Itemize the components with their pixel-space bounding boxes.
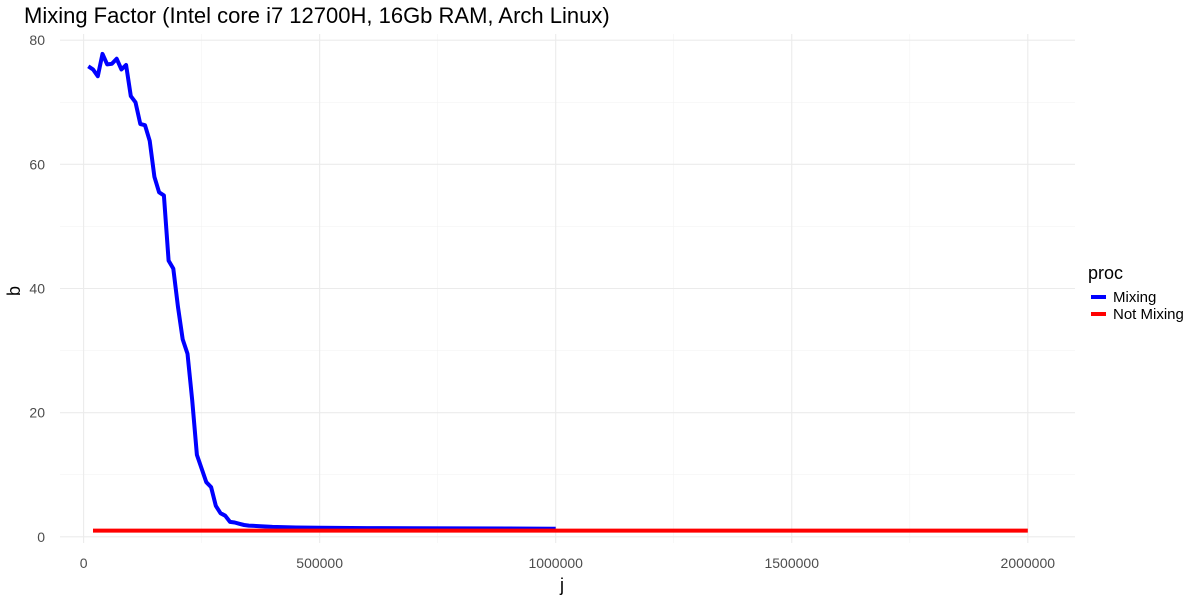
x-tick-label: 1000000 xyxy=(528,555,583,571)
legend-label-not-mixing: Not Mixing xyxy=(1113,306,1184,323)
x-tick-label: 500000 xyxy=(296,555,343,571)
x-tick-label: 0 xyxy=(80,555,88,571)
x-axis-label: j xyxy=(559,575,564,595)
y-tick-label: 20 xyxy=(29,405,45,421)
x-tick-label: 1500000 xyxy=(764,555,819,571)
y-axis-ticks: 0 20 40 60 80 xyxy=(29,32,45,545)
legend-title: proc xyxy=(1088,263,1123,283)
series-line-mixing xyxy=(87,51,556,531)
y-tick-label: 40 xyxy=(29,281,45,297)
series-layer xyxy=(87,51,1028,533)
x-axis-ticks: 0 500000 1000000 1500000 2000000 xyxy=(80,555,1056,571)
y-tick-label: 0 xyxy=(37,529,45,545)
y-axis-label: b xyxy=(4,286,24,296)
x-tick-label: 2000000 xyxy=(1001,555,1056,571)
y-tick-label: 80 xyxy=(29,32,45,48)
y-tick-label: 60 xyxy=(29,156,45,172)
major-gridlines xyxy=(60,34,1075,543)
chart-title: Mixing Factor (Intel core i7 12700H, 16G… xyxy=(24,3,610,28)
legend-label-mixing: Mixing xyxy=(1113,289,1156,306)
